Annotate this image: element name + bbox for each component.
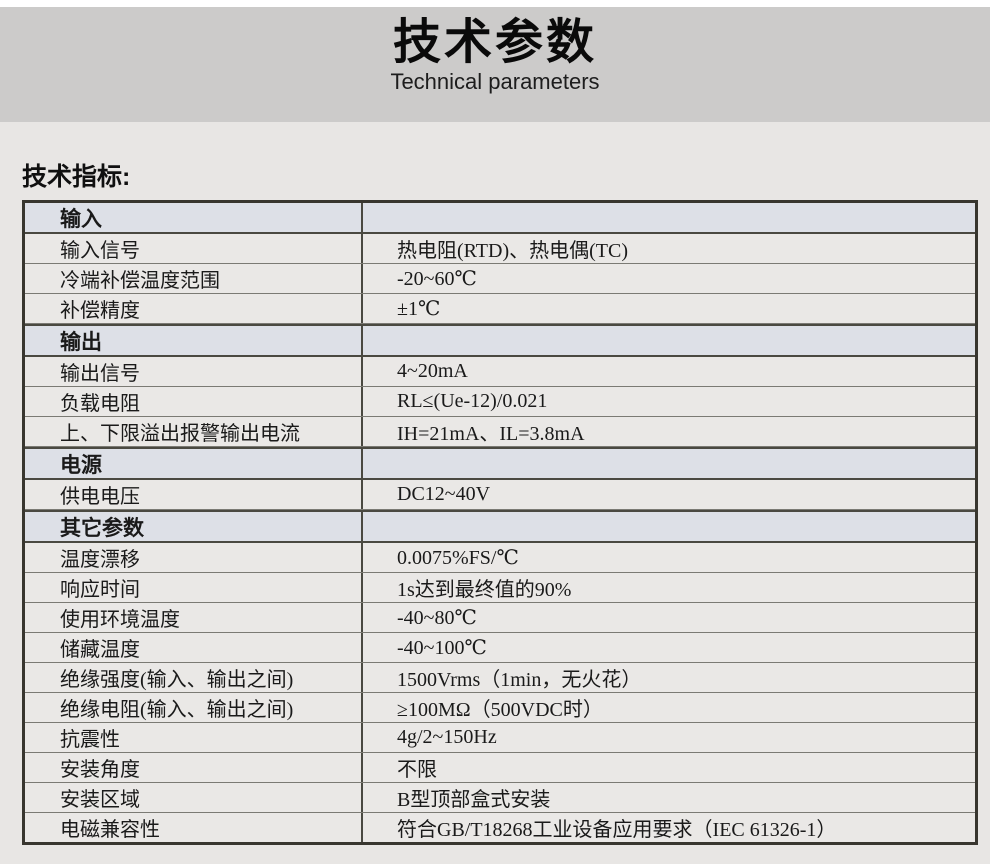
row-label: 响应时间: [25, 573, 363, 602]
row-label: 冷端补偿温度范围: [25, 264, 363, 293]
row-value: B型顶部盒式安装: [397, 789, 551, 811]
row-label: 电磁兼容性: [25, 813, 363, 842]
row-value: 热电阻(RTD)、热电偶(TC): [397, 240, 628, 262]
row-label: 输入信号: [25, 234, 363, 263]
row-label: 输出信号: [25, 357, 363, 386]
row-label: 绝缘电阻(输入、输出之间): [25, 693, 363, 722]
row-value: -40~80℃: [397, 607, 477, 629]
table-row: 使用环境温度 -40~80℃: [25, 603, 975, 633]
table-row: 输入信号 热电阻(RTD)、热电偶(TC): [25, 234, 975, 264]
row-value: ≥100MΩ（500VDC时）: [397, 699, 603, 721]
row-value: [363, 326, 975, 355]
table-row: 供电电压 DC12~40V: [25, 480, 975, 510]
banner: 技术参数 Technical parameters: [0, 7, 990, 122]
row-value: -40~100℃: [397, 637, 487, 659]
row-label: 绝缘强度(输入、输出之间): [25, 663, 363, 692]
table-row: 安装角度 不限: [25, 753, 975, 783]
row-value: RL≤(Ue-12)/0.021: [397, 390, 548, 412]
row-value: 1500Vrms（1min，无火花）: [397, 669, 642, 691]
table-row: 负载电阻 RL≤(Ue-12)/0.021: [25, 387, 975, 417]
table-row: 抗震性 4g/2~150Hz: [25, 723, 975, 753]
table-row: 储藏温度 -40~100℃: [25, 633, 975, 663]
row-value: 4~20mA: [397, 360, 468, 382]
row-value: DC12~40V: [397, 483, 491, 505]
row-label: 安装角度: [25, 753, 363, 782]
row-label: 使用环境温度: [25, 603, 363, 632]
row-label: 储藏温度: [25, 633, 363, 662]
row-label: 上、下限溢出报警输出电流: [25, 417, 363, 446]
row-label: 其它参数: [25, 512, 363, 541]
row-value: 不限: [397, 759, 437, 781]
row-value: 4g/2~150Hz: [397, 726, 497, 748]
row-label: 供电电压: [25, 480, 363, 509]
section-row: 电源: [25, 447, 975, 480]
row-label: 负载电阻: [25, 387, 363, 416]
row-label: 补偿精度: [25, 294, 363, 323]
table-row: 响应时间 1s达到最终值的90%: [25, 573, 975, 603]
table-row: 电磁兼容性 符合GB/T18268工业设备应用要求（IEC 61326-1）: [25, 813, 975, 842]
row-label: 电源: [25, 449, 363, 478]
table-row: 输出信号 4~20mA: [25, 357, 975, 387]
table-row: 上、下限溢出报警输出电流 IH=21mA、IL=3.8mA: [25, 417, 975, 447]
table-row: 补偿精度 ±1℃: [25, 294, 975, 324]
row-label: 安装区域: [25, 783, 363, 812]
table-row: 绝缘强度(输入、输出之间) 1500Vrms（1min，无火花）: [25, 663, 975, 693]
row-value: 1s达到最终值的90%: [397, 579, 572, 601]
row-label: 输出: [25, 326, 363, 355]
row-label: 抗震性: [25, 723, 363, 752]
row-value: -20~60℃: [397, 268, 477, 290]
table-row: 冷端补偿温度范围 -20~60℃: [25, 264, 975, 294]
table-row: 温度漂移 0.0075%FS/℃: [25, 543, 975, 573]
page-subtitle: Technical parameters: [390, 69, 600, 94]
row-value: 0.0075%FS/℃: [397, 547, 519, 569]
page-title: 技术参数: [392, 16, 597, 69]
section-row: 输入: [25, 203, 975, 234]
row-value: IH=21mA、IL=3.8mA: [397, 423, 585, 445]
row-value: [363, 512, 975, 541]
row-value: [363, 203, 975, 232]
table-row: 安装区域 B型顶部盒式安装: [25, 783, 975, 813]
section-heading: 技术指标:: [22, 163, 131, 191]
row-label: 温度漂移: [25, 543, 363, 572]
row-value: 符合GB/T18268工业设备应用要求（IEC 61326-1）: [397, 819, 837, 841]
spec-table: 输入 输入信号 热电阻(RTD)、热电偶(TC) 冷端补偿温度范围 -20~60℃ 补偿精…: [22, 200, 978, 845]
section-row: 其它参数: [25, 510, 975, 543]
row-value: [363, 449, 975, 478]
row-value: ±1℃: [397, 298, 441, 320]
table-row: 绝缘电阻(输入、输出之间) ≥100MΩ（500VDC时）: [25, 693, 975, 723]
section-row: 输出: [25, 324, 975, 357]
row-label: 输入: [25, 203, 363, 232]
